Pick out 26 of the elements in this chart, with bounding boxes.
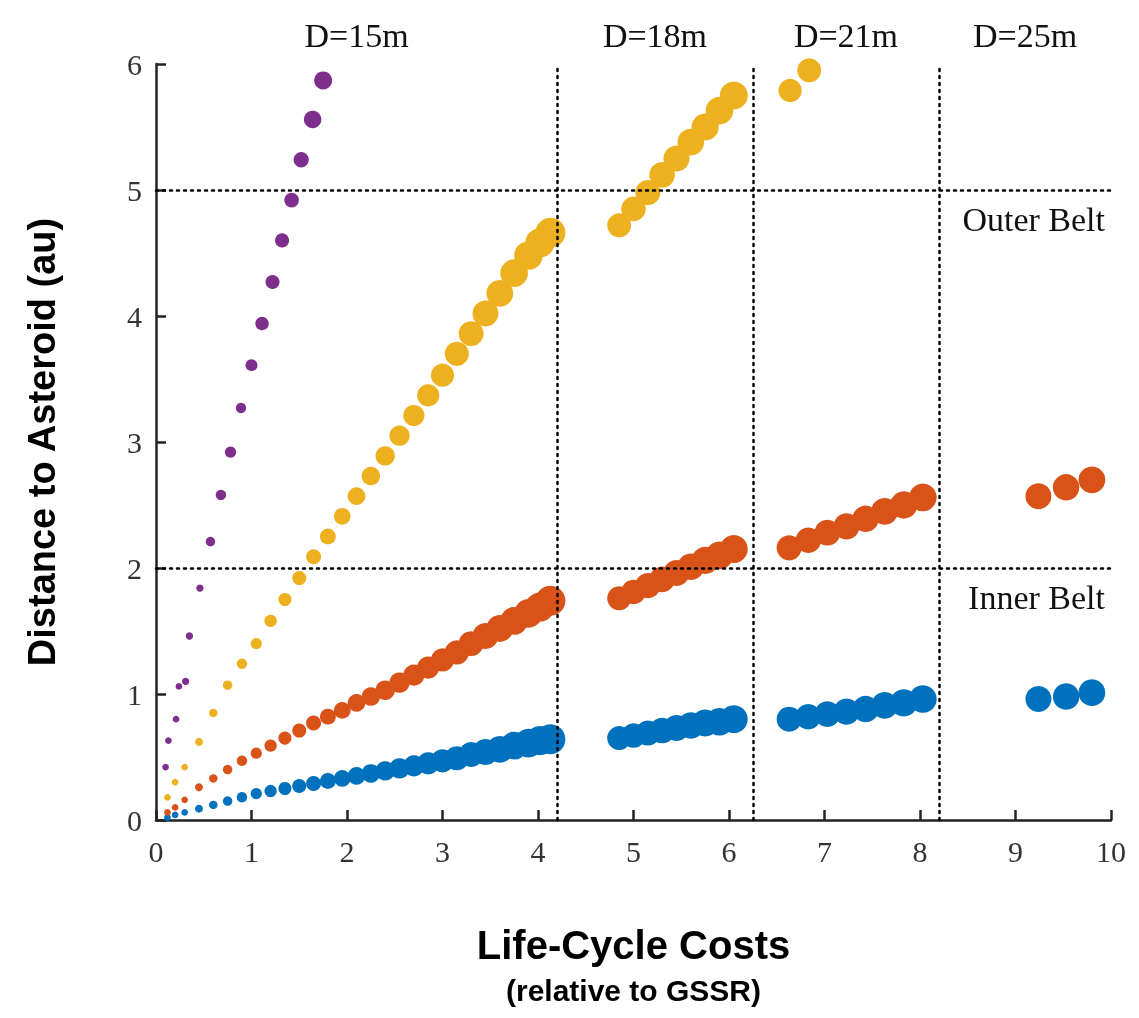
y-tick-label: 3 bbox=[127, 425, 142, 459]
x-axis-title: Life-Cycle Costs (relative to GSSR) bbox=[476, 923, 791, 1007]
y-tick-label: 5 bbox=[127, 173, 142, 207]
y-axis-title: Distance to Asteroid (au) bbox=[21, 217, 63, 667]
x-tick-label: 6 bbox=[721, 834, 737, 868]
x-tick-label: 1 bbox=[244, 834, 259, 868]
x-tick-label: 10 bbox=[1096, 834, 1126, 868]
ref-line-label: Inner Belt bbox=[968, 578, 1106, 616]
x-tick-label: 9 bbox=[1008, 834, 1023, 868]
x-tick-label: 8 bbox=[912, 834, 928, 868]
x-tick-label: 3 bbox=[435, 834, 450, 868]
x-tick-label: 0 bbox=[148, 834, 164, 868]
x-tick-label: 7 bbox=[817, 834, 832, 868]
y-tick-label: 6 bbox=[127, 47, 142, 81]
text: D=18m bbox=[602, 16, 708, 54]
ref-line-label: Outer Belt bbox=[962, 200, 1106, 238]
y-tick-label: 4 bbox=[127, 299, 142, 333]
text: D=25m bbox=[972, 16, 1078, 54]
y-tick-label: 1 bbox=[127, 677, 142, 711]
y-tick-label: 0 bbox=[127, 803, 142, 837]
x-tick-label: 2 bbox=[339, 834, 355, 868]
text: D=15m bbox=[304, 16, 409, 54]
x-tick-label: 5 bbox=[626, 834, 641, 868]
x-tick-label: 4 bbox=[530, 834, 546, 868]
text: D=21m bbox=[793, 16, 899, 54]
y-tick-label: 2 bbox=[127, 551, 142, 585]
